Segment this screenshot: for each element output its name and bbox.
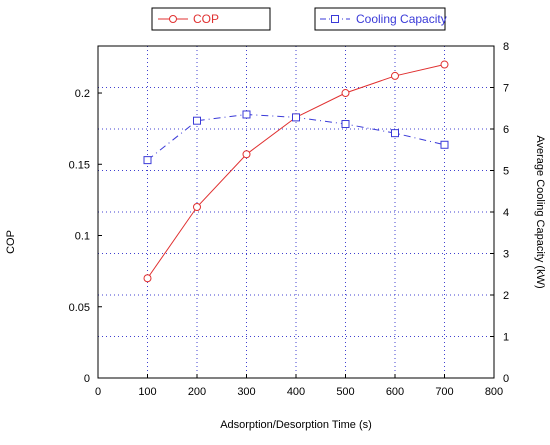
point-cooling — [440, 140, 449, 149]
y-tick-label: 0.15 — [69, 159, 90, 171]
x-tick-label: 200 — [188, 386, 206, 398]
point-cooling — [292, 113, 300, 122]
point-cooling — [193, 116, 201, 125]
point-cop — [143, 274, 152, 283]
y2-tick-label: 5 — [503, 166, 509, 178]
y2-tick-label: 2 — [503, 290, 509, 302]
legend-marker-cop — [169, 15, 177, 23]
point-cooling — [143, 156, 152, 165]
x-tick-label: 300 — [237, 386, 255, 398]
legend-label-cooling: Cooling Capacity — [356, 12, 447, 26]
x-tick-label: 600 — [386, 386, 404, 398]
x-axis-title: Adsorption/Desorption Time (s) — [220, 419, 372, 431]
point-cooling — [391, 129, 399, 138]
point-cop — [341, 89, 350, 98]
y2-tick-label: 0 — [503, 373, 509, 385]
y-tick-label: 0 — [84, 373, 90, 385]
x-tick-label: 500 — [336, 386, 354, 398]
y-tick-label: 0.05 — [69, 302, 90, 314]
legend-marker-cooling — [331, 15, 339, 23]
x-tick-label: 0 — [95, 386, 101, 398]
series-layer — [143, 60, 449, 283]
x-tick-label: 800 — [485, 386, 503, 398]
x-tick-label: 400 — [287, 386, 305, 398]
grid — [98, 46, 494, 378]
legend: COP Cooling Capacity — [151, 7, 447, 31]
point-cop — [242, 150, 251, 159]
y2-tick-label: 4 — [503, 207, 509, 219]
y-tick-label: 0.2 — [75, 88, 90, 100]
point-cop — [440, 60, 449, 69]
legend-box-cop — [151, 7, 271, 31]
point-cooling — [242, 110, 251, 119]
legend-label-cop: COP — [193, 12, 219, 26]
y2-tick-label: 1 — [503, 332, 509, 344]
y-axis-right-title: Average Cooling Capacity (kW) — [534, 135, 546, 288]
y2-tick-label: 8 — [503, 41, 509, 53]
point-cop — [391, 71, 399, 80]
x-axis: 0 100 200 300 400 500 600 700 800 — [95, 374, 503, 398]
point-cop — [193, 203, 201, 212]
y2-tick-label: 6 — [503, 124, 509, 136]
y2-tick-label: 7 — [503, 83, 509, 95]
x-tick-label: 700 — [435, 386, 453, 398]
y-axis-left: 0 0.05 0.1 0.15 0.2 — [69, 88, 102, 385]
y-axis-right: 0 1 2 3 4 5 6 7 8 — [490, 41, 509, 385]
legend-box-cooling — [314, 7, 446, 31]
point-cooling — [341, 120, 350, 129]
y-axis-left-title: COP — [5, 230, 17, 254]
y-tick-label: 0.1 — [75, 231, 90, 243]
x-tick-label: 100 — [138, 386, 156, 398]
y2-tick-label: 3 — [503, 249, 509, 261]
